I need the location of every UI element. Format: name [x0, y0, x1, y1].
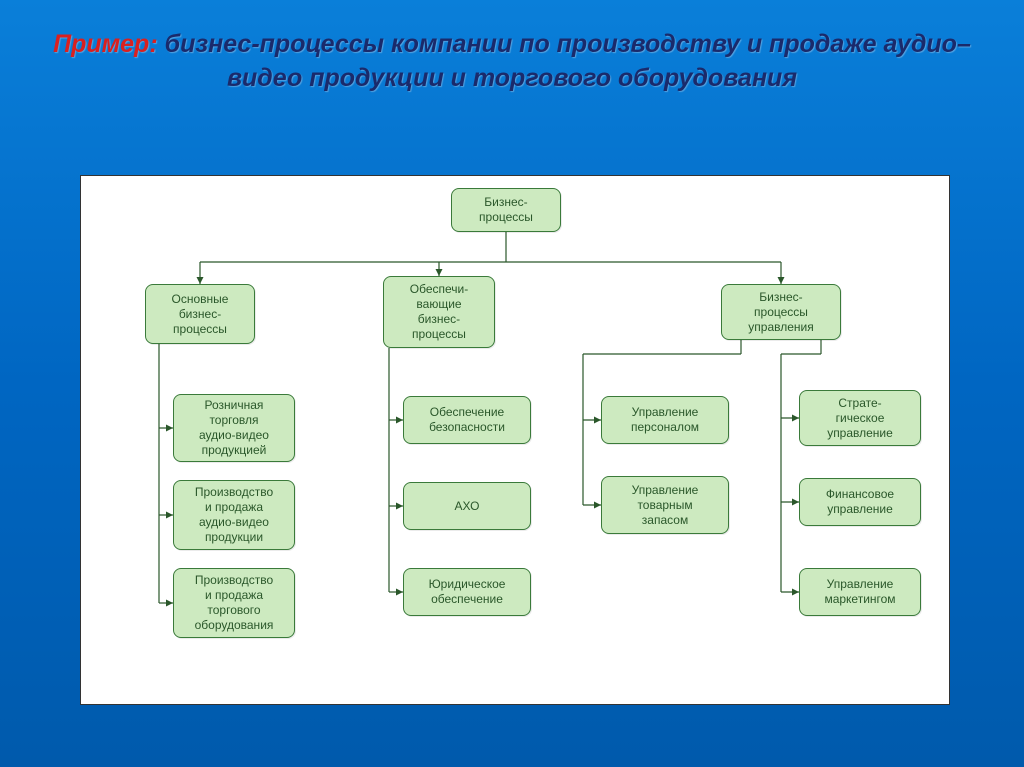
diagram-node-c3Rc: Управлениемаркетингом	[799, 568, 921, 616]
diagram-node-c3Lb: Управлениетоварнымзапасом	[601, 476, 729, 534]
title-lead: Пример:	[53, 30, 158, 58]
diagram-node-c2b: АХО	[403, 482, 531, 530]
diagram-node-c1a: Розничнаяторговляаудио-видеопродукцией	[173, 394, 295, 462]
diagram-node-c3La: Управлениеперсоналом	[601, 396, 729, 444]
slide-title: Пример: бизнес-процессы компании по прои…	[0, 0, 1024, 106]
diagram-node-cat1: Основныебизнес-процессы	[145, 284, 255, 344]
diagram-node-c2c: Юридическоеобеспечение	[403, 568, 531, 616]
diagram-node-cat2: Обеспечи-вающиебизнес-процессы	[383, 276, 495, 348]
diagram-node-c1c: Производствои продажаторговогооборудован…	[173, 568, 295, 638]
diagram-node-c3Ra: Страте-гическоеуправление	[799, 390, 921, 446]
diagram-canvas: Бизнес-процессы Основныебизнес-процессы Об…	[80, 175, 950, 705]
diagram-node-root: Бизнес-процессы	[451, 188, 561, 232]
diagram-node-cat3: Бизнес-процессыуправления	[721, 284, 841, 340]
diagram-node-c1b: Производствои продажааудио-видеопродукци…	[173, 480, 295, 550]
diagram-node-c2a: Обеспечениебезопасности	[403, 396, 531, 444]
title-rest: бизнес-процессы компании по производству…	[158, 30, 971, 92]
diagram-node-c3Rb: Финансовоеуправление	[799, 478, 921, 526]
